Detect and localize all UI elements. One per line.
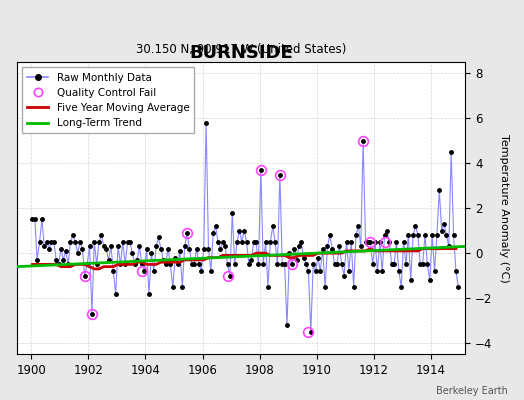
Text: 30.150 N, 90.917 W (United States): 30.150 N, 90.917 W (United States)	[136, 43, 346, 56]
Text: Berkeley Earth: Berkeley Earth	[436, 386, 508, 396]
Title: BURNSIDE: BURNSIDE	[189, 44, 293, 62]
Legend: Raw Monthly Data, Quality Control Fail, Five Year Moving Average, Long-Term Tren: Raw Monthly Data, Quality Control Fail, …	[22, 67, 194, 134]
Y-axis label: Temperature Anomaly (°C): Temperature Anomaly (°C)	[499, 134, 509, 282]
